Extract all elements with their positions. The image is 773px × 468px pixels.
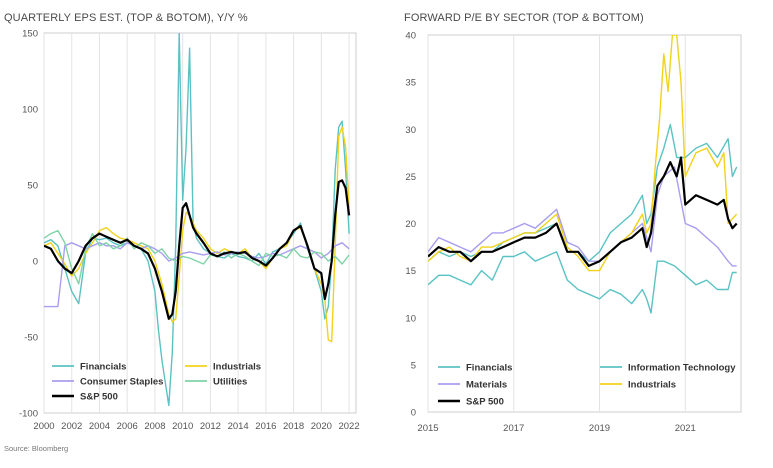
pe-ytick-label: 20 (405, 219, 416, 230)
eps-chart-title: QUARTERLY EPS EST. (TOP & BOTOM), Y/Y % (4, 12, 248, 24)
pe-legend-label: Information Technology (628, 363, 736, 374)
eps-chart-svg: 2000 2002 2004 2006 2008 2010 2012 2014 2016 2018… (19, 29, 360, 433)
eps-legend-label: Industrials (213, 362, 261, 373)
pe-legend-label: Industrials (628, 380, 676, 391)
eps-plot-frame (43, 32, 357, 414)
eps-xtick-label: 2016 (255, 421, 276, 432)
eps-series-industrials (44, 126, 350, 343)
pe-ytick-label: 35 (405, 78, 416, 89)
eps-chart-panel: QUARTERLY EPS EST. (TOP & BOTOM), Y/Y % … (0, 0, 386, 463)
pe-ytick-label: 5 (411, 360, 416, 371)
pe-ytick-label: 15 (405, 266, 416, 277)
eps-xtick-label: 2002 (61, 421, 82, 432)
pe-legend-label: Materials (466, 380, 507, 391)
eps-ytick-label: -100 (19, 409, 38, 420)
eps-ytick-label: 0 (33, 257, 38, 268)
pe-ytick-label: 40 (405, 31, 416, 42)
pe-ytick-label: 30 (405, 125, 416, 136)
eps-series-s-p-500 (44, 179, 351, 320)
pe-series-materials (428, 166, 737, 267)
eps-xtick-label: 2020 (311, 421, 332, 432)
eps-xtick-label: 2010 (172, 421, 193, 432)
pe-series-industrials (428, 35, 738, 272)
pe-chart-title: FORWARD P/E BY SECTOR (TOP & BOTTOM) (404, 12, 644, 24)
eps-ytick-label: -50 (24, 333, 38, 344)
source-note: Source: Bloomberg (4, 444, 69, 453)
eps-legend-label: Consumer Staples (80, 377, 163, 388)
eps-xtick-label: 2012 (200, 421, 221, 432)
pe-series-financials (428, 251, 737, 314)
pe-xtick-label: 2019 (589, 423, 610, 434)
pe-plot-frame (427, 34, 742, 413)
eps-legend-label: S&P 500 (80, 392, 118, 403)
eps-xtick-label: 2008 (144, 421, 165, 432)
eps-xtick-label: 2000 (33, 421, 54, 432)
pe-series-s-p-500 (428, 156, 738, 267)
eps-xtick-label: 2018 (283, 421, 304, 432)
eps-series-consumer-staples (44, 242, 350, 308)
pe-legend-label: S&P 500 (466, 397, 504, 408)
pe-ytick-label: 10 (405, 313, 416, 324)
pe-ytick-label: 0 (411, 408, 416, 419)
eps-ytick-label: 150 (22, 29, 38, 40)
eps-ytick-label: 50 (27, 181, 38, 192)
eps-legend-label: Financials (80, 362, 126, 373)
pe-xtick-label: 2021 (675, 423, 696, 434)
pe-ytick-label: 25 (405, 172, 416, 183)
eps-ytick-label: 100 (22, 105, 38, 116)
pe-legend-label: Financials (466, 363, 512, 374)
eps-xtick-label: 2014 (228, 421, 249, 432)
eps-xtick-label: 2006 (117, 421, 138, 432)
pe-chart-svg: 2015 2017 2019 2021 0 5 10 15 20 25 30 35 40 Financia… (405, 31, 742, 434)
pe-chart-panel: FORWARD P/E BY SECTOR (TOP & BOTTOM) 201… (386, 0, 773, 463)
eps-xtick-label: 2022 (338, 421, 359, 432)
eps-legend-label: Utilities (213, 377, 247, 388)
eps-xtick-label: 2004 (89, 421, 110, 432)
eps-series-financials (44, 33, 350, 407)
pe-series-information-technology (428, 123, 738, 262)
pe-xtick-label: 2015 (417, 423, 438, 434)
pe-xtick-label: 2017 (503, 423, 524, 434)
